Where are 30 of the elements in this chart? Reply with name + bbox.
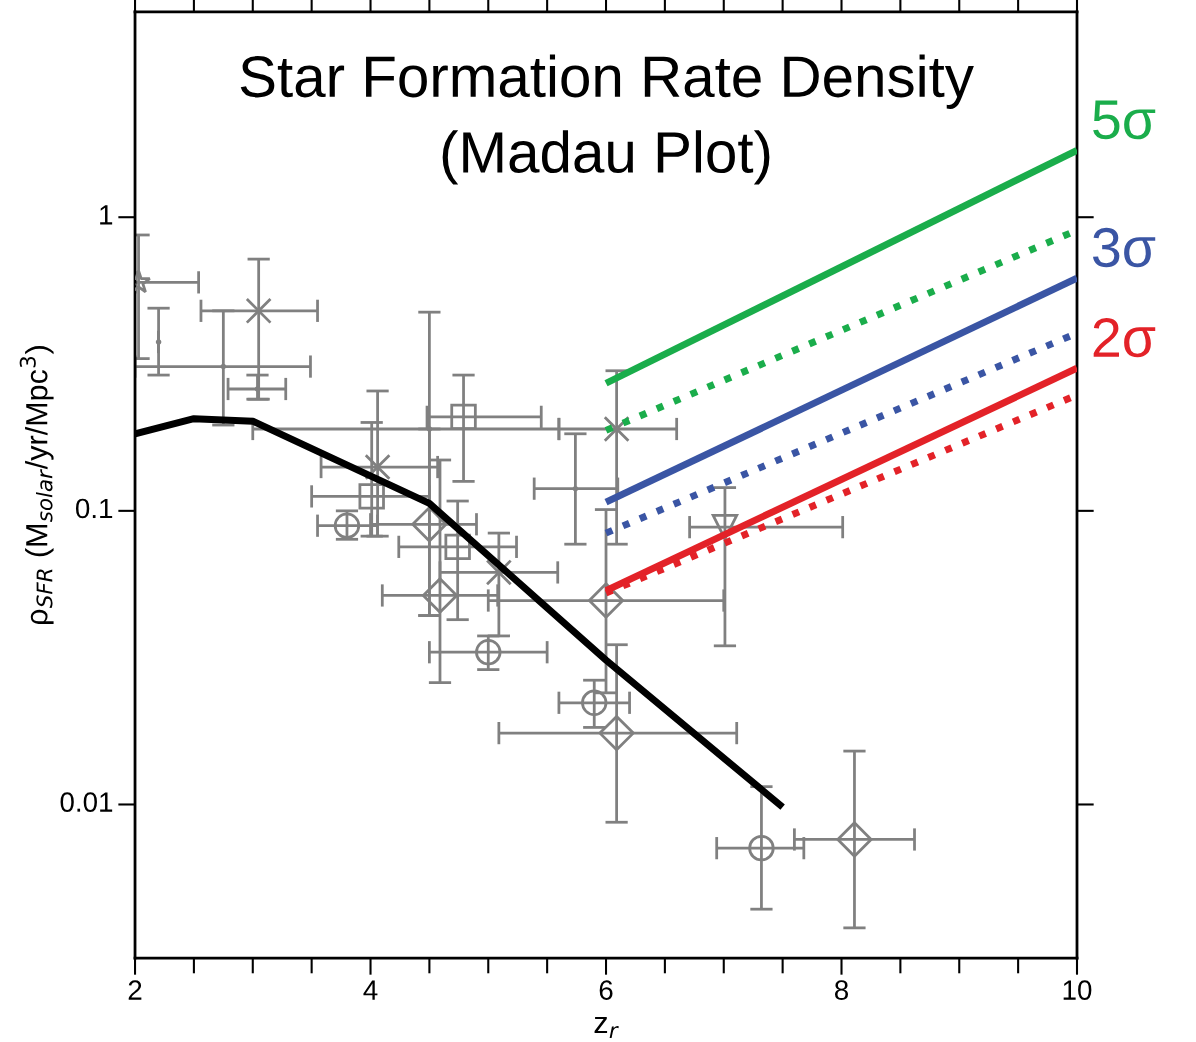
x-tick-label: 8 xyxy=(834,980,849,1000)
x-tick-label: 4 xyxy=(363,980,378,1000)
y-axis-title: ρ$_{SFR}$ (M$_{solar}$/yr/Mpc$^{3}$) xyxy=(19,346,54,624)
point xyxy=(581,689,608,716)
point xyxy=(245,297,272,325)
x-tick-label: 10 xyxy=(1063,980,1092,1000)
y-tick-label: 1 xyxy=(100,205,113,225)
x-axis-title: z$_{r}$ xyxy=(594,1016,619,1039)
series-label: 3σ xyxy=(1093,227,1156,268)
point xyxy=(587,582,625,619)
point xyxy=(421,577,459,614)
x-tick-label: 6 xyxy=(599,980,613,1000)
series-label: 5σ xyxy=(1093,100,1156,140)
point xyxy=(358,483,385,510)
y-tick-label: 0.1 xyxy=(75,498,113,519)
series-label: 2σ xyxy=(1093,317,1156,358)
point xyxy=(572,485,579,492)
point xyxy=(220,363,227,370)
point xyxy=(450,403,477,431)
point xyxy=(836,821,873,858)
point xyxy=(598,715,635,752)
point xyxy=(411,506,448,543)
point xyxy=(426,426,433,432)
text: (Madau Plot) xyxy=(442,130,770,185)
point xyxy=(364,453,391,481)
y-tick-label: 0.01 xyxy=(60,792,113,812)
point xyxy=(748,834,775,862)
x-tick-label: 2 xyxy=(128,980,142,1000)
point xyxy=(475,639,502,666)
text: Star Formation Rate Density xyxy=(240,54,974,109)
